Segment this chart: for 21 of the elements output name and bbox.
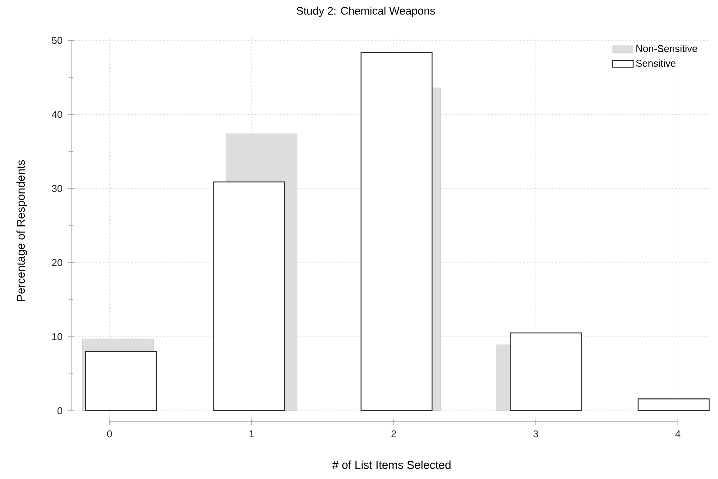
x-tick-label: 1 (250, 430, 254, 438)
x-tick-label: 0 (107, 430, 112, 438)
y-tick-label: 30 (52, 185, 62, 192)
y-tick-label: 0 (58, 407, 63, 414)
y-tick-label: 50 (52, 37, 62, 44)
y-axis-title: Percentage of Respondents (16, 160, 28, 302)
y-tick-label: 40 (52, 111, 62, 118)
bar (510, 332, 582, 412)
x-tick-label: 2 (392, 430, 396, 438)
x-axis-title: # of List Items Selected (332, 460, 451, 470)
bar (360, 52, 433, 412)
y-tick-label: 10 (52, 333, 62, 340)
bar (638, 398, 710, 412)
bar (213, 182, 285, 412)
chart-title: Study 2: Chemical Weapons (296, 6, 436, 18)
legend-label: Sensitive (636, 60, 676, 68)
y-tick-label: 20 (52, 259, 62, 266)
x-tick-label: 4 (676, 430, 681, 438)
x-tick-label: 3 (534, 430, 538, 438)
legend-label: Non-Sensitive (636, 45, 698, 52)
bar (85, 351, 158, 412)
